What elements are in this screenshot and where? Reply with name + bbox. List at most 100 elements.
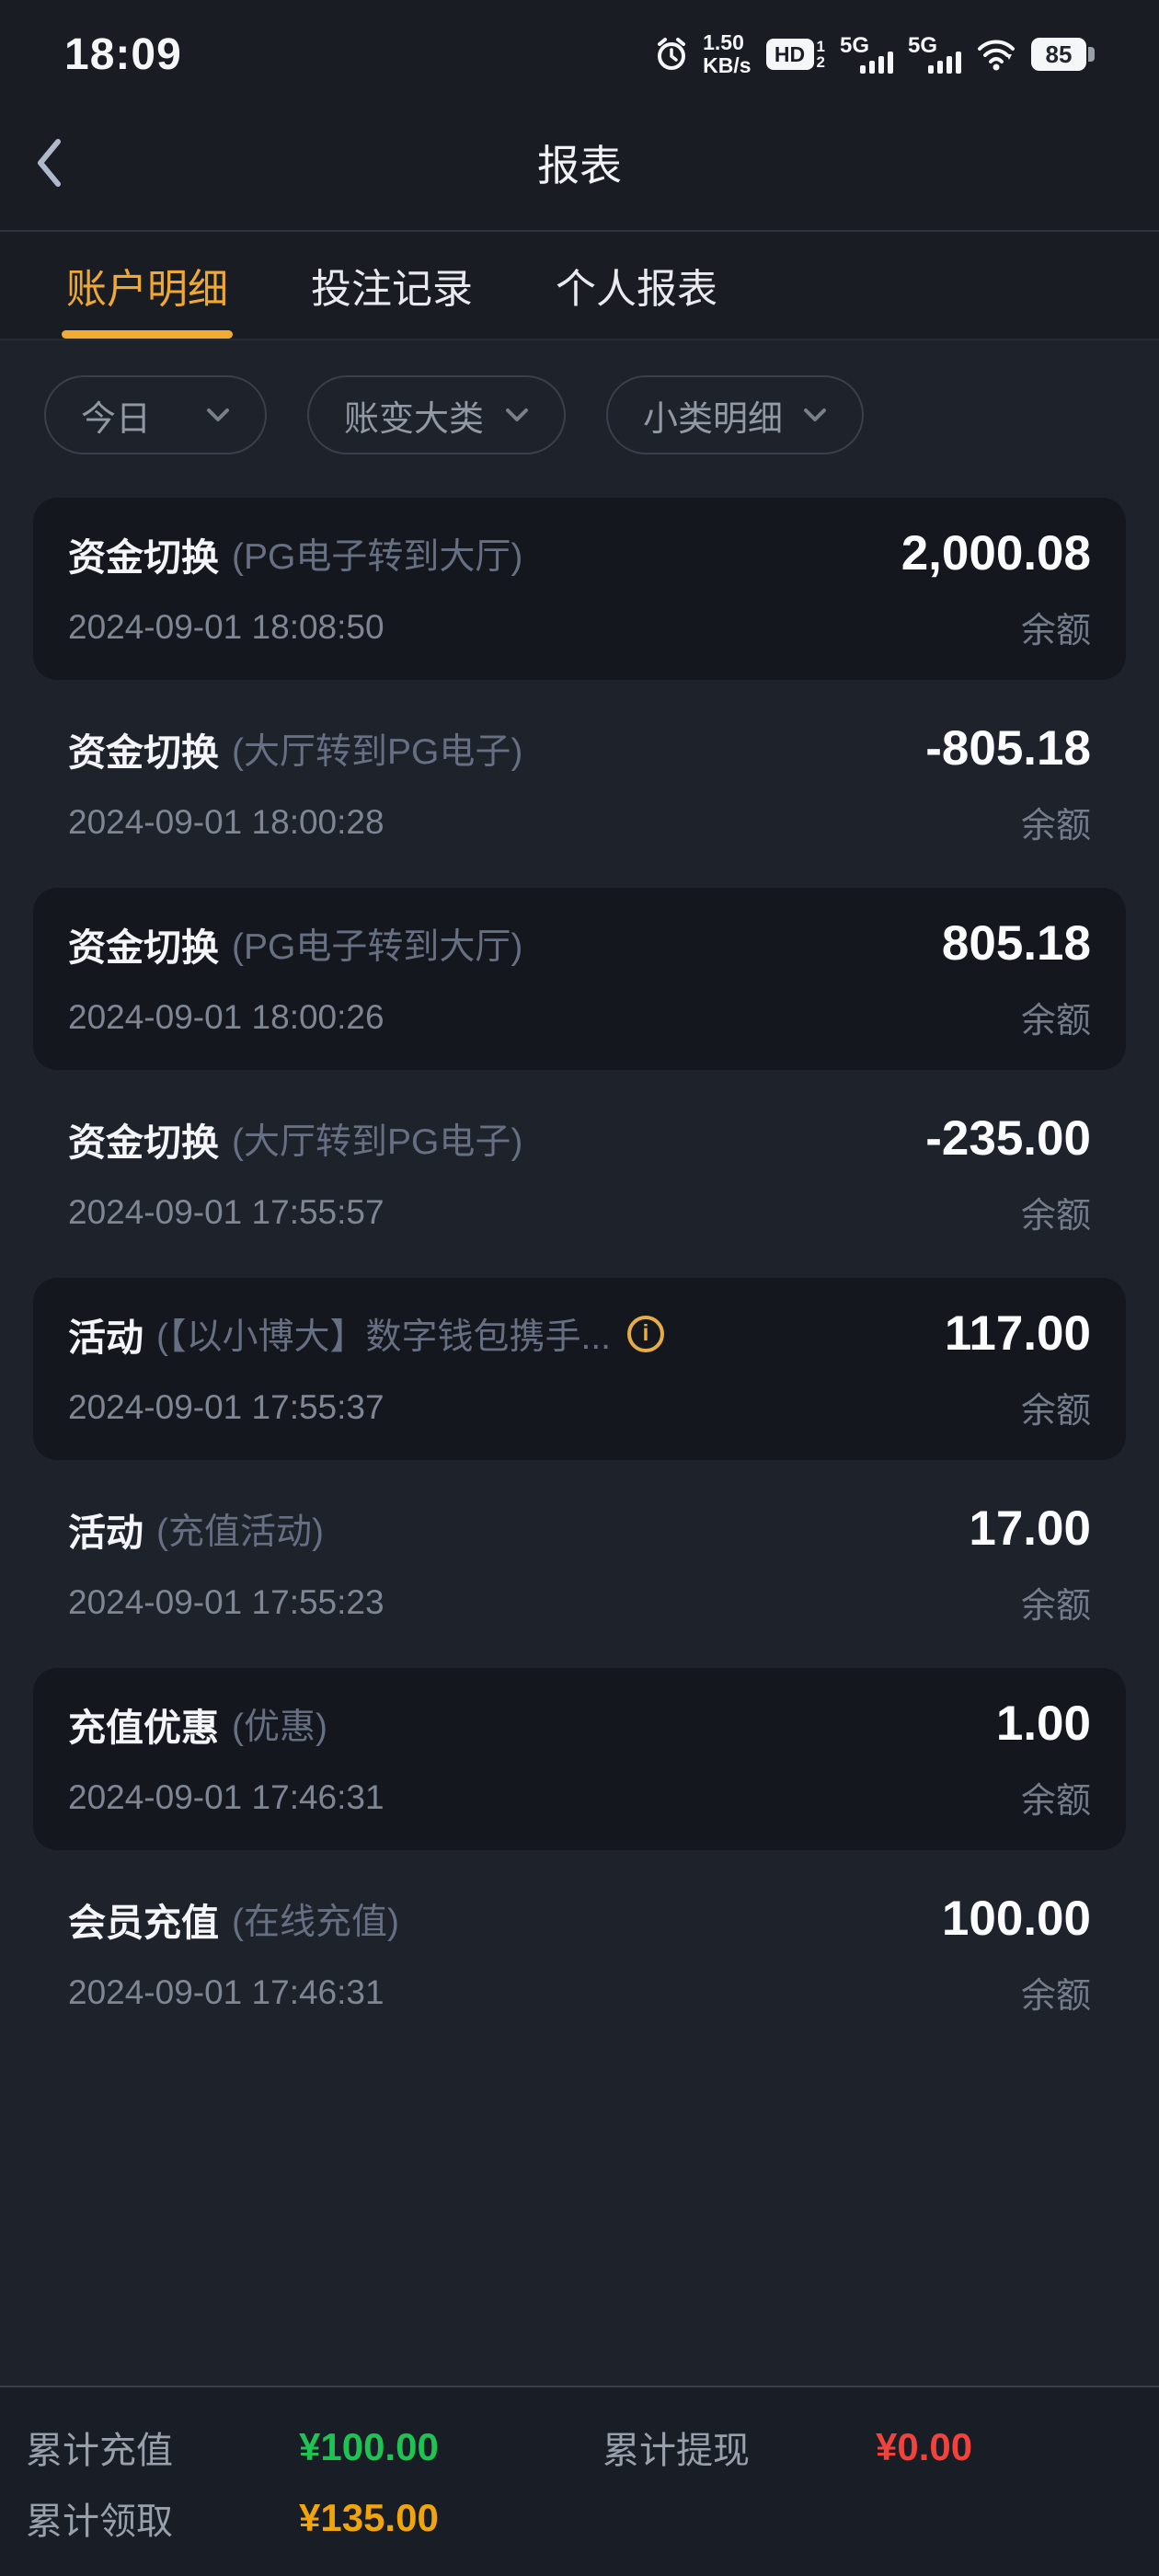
filter-date-label: 今日 [81, 399, 152, 439]
transaction-datetime: 2024-09-01 18:00:26 [68, 997, 384, 1036]
balance-label: 余额 [1020, 1002, 1091, 1041]
filter-category[interactable]: 账变大类 [307, 375, 566, 454]
content-area: 今日 账变大类 小类明细 资金切换 (PG电子转到大厅) 2,000.08 [0, 340, 1159, 2384]
transaction-row-bottom: 2024-09-01 18:08:50 余额 [68, 602, 1091, 652]
transaction-card[interactable]: 充值优惠 (优惠) 1.00 2024-09-01 17:46:31 余额 [33, 1668, 1126, 1850]
transaction-amount: -805.18 [925, 721, 1091, 776]
transaction-card[interactable]: 会员充值 (在线充值) 100.00 2024-09-01 17:46:31 余… [33, 1863, 1126, 2045]
nav-bar: 报表 [0, 96, 1159, 232]
filter-row: 今日 账变大类 小类明细 [0, 375, 1159, 454]
transaction-datetime: 2024-09-01 17:55:57 [68, 1192, 384, 1231]
transaction-row-bottom: 2024-09-01 18:00:28 余额 [68, 797, 1091, 847]
transaction-amount: 117.00 [944, 1306, 1091, 1361]
claim-total-value: ¥135.00 [299, 2495, 439, 2539]
balance-label: 余额 [1020, 1977, 1091, 2016]
transaction-datetime: 2024-09-01 18:00:28 [68, 802, 384, 841]
hd-indicator: HD 1 2 [765, 38, 825, 70]
chevron-down-icon [206, 408, 230, 422]
tab-account-details[interactable]: 账户明细 [66, 232, 228, 339]
signal-sim1-icon: 5G [840, 33, 893, 74]
top-block: 18:09 1.50 KB/s HD 1 2 [0, 0, 1159, 340]
network-speed-value: 1.50 [703, 30, 744, 54]
transaction-type: 充值优惠 [68, 1706, 219, 1749]
filter-subcategory-label: 小类明细 [643, 399, 784, 439]
transaction-card[interactable]: 资金切换 (PG电子转到大厅) 2,000.08 2024-09-01 18:0… [33, 498, 1126, 680]
sim1-label: 1 [816, 38, 825, 55]
hd-icon: HD [765, 39, 814, 70]
transaction-row-bottom: 2024-09-01 17:46:31 余额 [68, 1772, 1091, 1823]
transaction-detail: (PG电子转到大厅) [232, 926, 523, 967]
transaction-type: 活动 [68, 1316, 143, 1359]
signal-sim2-icon: 5G [908, 33, 961, 74]
transaction-row-bottom: 2024-09-01 17:55:57 余额 [68, 1187, 1091, 1237]
chevron-left-icon [38, 139, 61, 187]
balance-label: 余额 [1020, 1392, 1091, 1431]
transaction-detail: (在线充值) [232, 1902, 399, 1942]
withdraw-total-value: ¥0.00 [876, 2424, 973, 2468]
tab-bar: 账户明细 投注记录 个人报表 [0, 232, 1159, 340]
alarm-clock-icon [655, 37, 688, 72]
transaction-row-bottom: 2024-09-01 17:55:37 余额 [68, 1382, 1091, 1432]
transaction-card[interactable]: 资金切换 (大厅转到PG电子) -805.18 2024-09-01 18:00… [33, 693, 1126, 875]
balance-label: 余额 [1020, 1587, 1091, 1626]
transaction-row-top: 资金切换 (大厅转到PG电子) -235.00 [68, 1110, 1091, 1167]
filter-subcategory[interactable]: 小类明细 [606, 375, 864, 454]
network-speed-unit: KB/s [703, 53, 752, 77]
balance-label: 余额 [1020, 1197, 1091, 1236]
deposit-total-value: ¥100.00 [299, 2424, 439, 2468]
transaction-detail: (【以小博大】数字钱包携手... [156, 1317, 611, 1357]
transaction-card[interactable]: 资金切换 (PG电子转到大厅) 805.18 2024-09-01 18:00:… [33, 888, 1126, 1070]
transaction-detail: (PG电子转到大厅) [232, 536, 523, 577]
transaction-row-top: 资金切换 (大厅转到PG电子) -805.18 [68, 720, 1091, 776]
transaction-datetime: 2024-09-01 17:46:31 [68, 1972, 384, 2011]
summary-footer: 累计充值 ¥100.00 累计提现 ¥0.00 累计领取 ¥135.00 [0, 2386, 1159, 2576]
transaction-row-top: 会员充值 (在线充值) 100.00 [68, 1891, 1091, 1947]
transaction-list: 资金切换 (PG电子转到大厅) 2,000.08 2024-09-01 18:0… [0, 498, 1159, 2045]
transaction-datetime: 2024-09-01 17:46:31 [68, 1777, 384, 1816]
transaction-row-top: 充值优惠 (优惠) 1.00 [68, 1696, 1091, 1752]
transaction-amount: -235.00 [925, 1111, 1091, 1166]
transaction-card[interactable]: 活动 (【以小博大】数字钱包携手... i 117.00 2024-09-01 … [33, 1278, 1126, 1460]
network-speed: 1.50 KB/s [703, 31, 751, 77]
transaction-type: 资金切换 [68, 535, 219, 579]
chevron-down-icon [803, 408, 827, 422]
transaction-row-top: 活动 (充值活动) 17.00 [68, 1501, 1091, 1557]
battery-icon: 85 [1031, 38, 1095, 71]
battery-level: 85 [1031, 38, 1086, 71]
transaction-row-bottom: 2024-09-01 18:00:26 余额 [68, 992, 1091, 1042]
withdraw-total-label: 累计提现 [602, 2430, 750, 2471]
deposit-total-label: 累计充值 [26, 2430, 173, 2471]
claim-total-label: 累计领取 [26, 2501, 173, 2542]
page-title: 报表 [537, 142, 622, 190]
back-button[interactable] [35, 135, 75, 190]
transaction-amount: 1.00 [995, 1696, 1091, 1751]
transaction-amount: 100.00 [941, 1892, 1091, 1946]
transaction-amount: 17.00 [969, 1501, 1091, 1556]
transaction-row-bottom: 2024-09-01 17:55:23 余额 [68, 1577, 1091, 1627]
transaction-type: 会员充值 [68, 1901, 219, 1944]
transaction-type: 活动 [68, 1511, 143, 1554]
transaction-row-bottom: 2024-09-01 17:46:31 余额 [68, 1967, 1091, 2018]
tab-bet-records[interactable]: 投注记录 [311, 267, 473, 312]
transaction-amount: 2,000.08 [901, 526, 1091, 581]
transaction-detail: (大厅转到PG电子) [232, 1121, 523, 1162]
transaction-row-top: 资金切换 (PG电子转到大厅) 2,000.08 [68, 525, 1091, 581]
transaction-datetime: 2024-09-01 17:55:23 [68, 1582, 384, 1621]
info-icon[interactable]: i [627, 1315, 664, 1352]
balance-label: 余额 [1020, 612, 1091, 650]
transaction-row-top: 活动 (【以小博大】数字钱包携手... i 117.00 [68, 1305, 1091, 1362]
transaction-amount: 805.18 [941, 916, 1091, 971]
transaction-datetime: 2024-09-01 17:55:37 [68, 1387, 384, 1426]
tab-personal-report[interactable]: 个人报表 [556, 267, 717, 312]
transaction-detail: (优惠) [232, 1707, 327, 1747]
balance-label: 余额 [1020, 807, 1091, 845]
wifi-icon [976, 38, 1016, 71]
transaction-type: 资金切换 [68, 926, 219, 969]
transaction-datetime: 2024-09-01 18:08:50 [68, 607, 384, 646]
filter-date[interactable]: 今日 [44, 375, 267, 454]
balance-label: 余额 [1020, 1782, 1091, 1821]
transaction-detail: (充值活动) [156, 1512, 324, 1552]
transaction-card[interactable]: 资金切换 (大厅转到PG电子) -235.00 2024-09-01 17:55… [33, 1083, 1126, 1265]
transaction-card[interactable]: 活动 (充值活动) 17.00 2024-09-01 17:55:23 余额 [33, 1473, 1126, 1655]
transaction-type: 资金切换 [68, 730, 219, 774]
